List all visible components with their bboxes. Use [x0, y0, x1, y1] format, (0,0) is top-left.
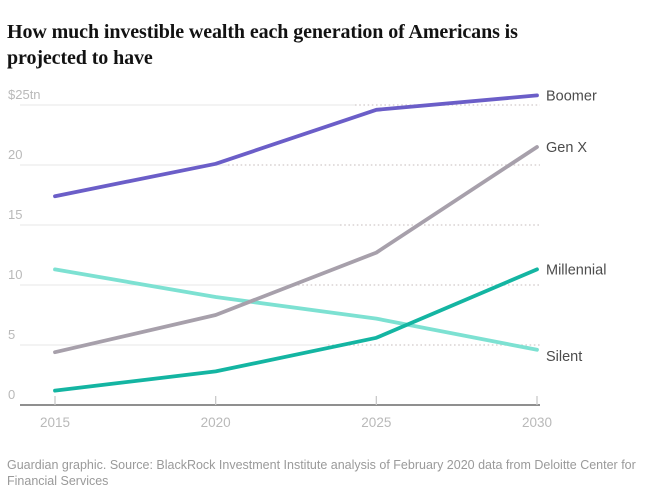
y-axis-tick-label: 20: [8, 147, 22, 162]
x-axis-tick-label: 2020: [201, 415, 231, 430]
chart-title: How much investible wealth each generati…: [7, 21, 518, 70]
source-attribution: Guardian graphic. Source: BlackRock Inve…: [7, 457, 636, 488]
series-label-millennial: Millennial: [546, 262, 606, 278]
x-axis-tick-label: 2030: [522, 415, 552, 430]
y-axis-tick-label: 5: [8, 327, 15, 342]
y-axis-tick-label: 15: [8, 207, 22, 222]
y-axis-tick-label: 0: [8, 387, 15, 402]
x-axis-tick-label: 2015: [40, 415, 70, 430]
x-axis-tick-label: 2025: [361, 415, 391, 430]
series-line-silent: [53, 267, 539, 352]
series-line-boomer: [53, 93, 539, 199]
y-axis-tick-label: $25tn: [8, 87, 41, 102]
series-line-millennial: [53, 267, 539, 393]
series-line-gen-x: [53, 145, 539, 355]
series-label-boomer: Boomer: [546, 88, 597, 104]
series-label-silent: Silent: [546, 349, 582, 365]
series-label-gen-x: Gen X: [546, 140, 587, 156]
y-axis-tick-label: 10: [8, 267, 22, 282]
